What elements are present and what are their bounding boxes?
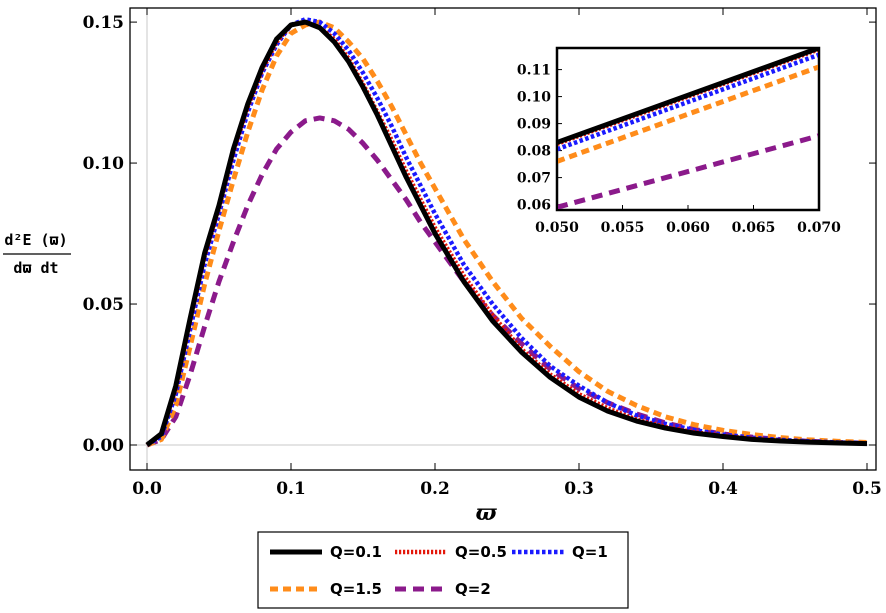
inset-series-line-Q-0_1 — [558, 49, 818, 145]
y-tick-label: 0.10 — [83, 154, 125, 174]
x-tick-label: 0.5 — [852, 479, 882, 499]
inset-y-tick-label: 0.07 — [517, 171, 551, 187]
inset-y-tick-label: 0.08 — [517, 144, 551, 160]
legend-items: Q=0.1 Q=0.5 Q=1 Q=1.5 Q=2 — [270, 543, 608, 598]
legend: Q=0.1 Q=0.5 Q=1 Q=1.5 Q=2 — [257, 531, 629, 609]
legend-item: Q=0.5 — [395, 543, 507, 561]
inset-x-tick-label: 0.060 — [666, 220, 710, 236]
y-axis-label-denominator: dϖ dt — [13, 259, 58, 277]
plot-frame — [129, 7, 877, 471]
legend-box — [257, 531, 629, 609]
inset-plot: 0.050 0.055 0.060 0.065 0.070 0.06 0.07 0.08 0.0… — [517, 46, 841, 236]
inset-ticks: 0.050 0.055 0.060 0.065 0.070 0.06 0.07 0.08 0.0… — [517, 63, 841, 236]
inset-series-line-Q-1_5 — [558, 64, 818, 164]
legend-label: Q=0.1 — [330, 543, 382, 561]
legend-item: Q=0.1 — [270, 543, 382, 561]
x-tick-label: 0.3 — [564, 479, 594, 499]
x-tick-label: 0.4 — [708, 479, 738, 499]
y-tick-label: 0.05 — [83, 295, 124, 315]
inset-y-tick-label: 0.10 — [517, 90, 551, 106]
y-axis-label-numerator: d²E (ϖ) — [4, 231, 67, 249]
inset-series-line-Q-2 — [558, 133, 818, 209]
legend-item: Q=2 — [395, 580, 491, 598]
x-tick-label: 0.2 — [420, 479, 450, 499]
main-series — [145, 17, 868, 448]
inset-x-tick-label: 0.070 — [797, 220, 841, 236]
inset-series — [558, 49, 818, 209]
legend-label: Q=1.5 — [330, 580, 382, 598]
y-axis-label: d²E (ϖ) dϖ dt — [3, 231, 71, 277]
inset-y-tick-label: 0.11 — [517, 63, 551, 79]
series-line-Q-1_5 — [146, 19, 868, 448]
main-plot: 0.0 0.1 0.2 0.3 0.4 0.5 0.00 0.05 0.10 0.15 — [83, 7, 882, 499]
y-tick-label: 0.00 — [83, 436, 125, 456]
x-tick-label: 0.1 — [276, 479, 306, 499]
x-tick-label: 0.0 — [132, 479, 162, 499]
legend-label: Q=0.5 — [455, 543, 507, 561]
inset-x-tick-label: 0.050 — [535, 220, 579, 236]
y-tick-label: 0.15 — [83, 13, 124, 33]
legend-item: Q=1 — [512, 543, 608, 561]
inset-y-tick-label: 0.06 — [517, 198, 551, 214]
legend-label: Q=2 — [455, 580, 491, 598]
inset-series-line-Q-1 — [558, 52, 818, 152]
main-ticks: 0.0 0.1 0.2 0.3 0.4 0.5 0.00 0.05 0.10 0.15 — [83, 8, 882, 499]
x-axis-label: ϖ — [476, 500, 498, 526]
legend-item: Q=1.5 — [270, 580, 382, 598]
inset-x-tick-label: 0.065 — [732, 220, 776, 236]
inset-x-tick-label: 0.055 — [601, 220, 645, 236]
inset-y-tick-label: 0.09 — [517, 117, 551, 133]
legend-label: Q=1 — [572, 543, 608, 561]
series-line-Q-0_1 — [145, 19, 868, 447]
